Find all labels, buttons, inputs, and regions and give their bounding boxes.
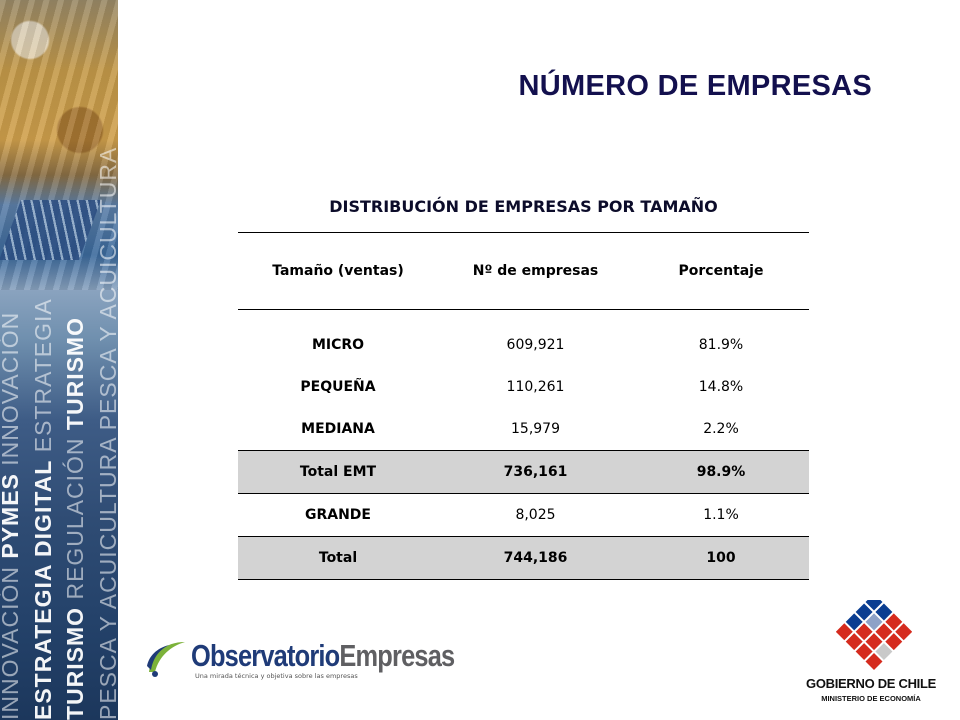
word-line-pesca: PESCA Y ACUICULTURA PESCA Y ACUICULTURA [94, 146, 118, 720]
gobierno-de-chile-logo: GOBIERNO DE CHILE MINISTERIO DE ECONOMÍA [806, 600, 936, 710]
cell-size: Total EMT [238, 450, 438, 494]
table-row-grande: GRANDE 8,025 1.1% [238, 494, 809, 537]
table-row-total-emt: Total EMT 736,161 98.9% [238, 450, 809, 494]
cell-count: 736,161 [438, 450, 633, 494]
table-row-pequena: PEQUEÑA 110,261 14.8% [238, 366, 809, 408]
page-title: NÚMERO DE EMPRESAS [518, 70, 872, 102]
table-header-row: Tamaño (ventas) Nº de empresas Porcentaj… [238, 232, 809, 310]
cell-percent: 98.9% [633, 450, 809, 494]
cell-size: PEQUEÑA [300, 379, 376, 395]
cell-count: 609,921 [506, 337, 565, 353]
left-decorative-strip: INNOVACIÓN PYMES INNOVACIÓN ESTRATEGIA D… [0, 0, 118, 720]
observatorio-wordmark: ObservatorioEmpresas [191, 638, 455, 673]
table-row-micro: MICRO 609,921 81.9% [238, 324, 809, 366]
cell-size: Total [238, 536, 438, 580]
swoosh-icon [147, 642, 185, 677]
observatorio-empresas-logo: ObservatorioEmpresas Una mirada técnica … [145, 632, 455, 684]
table-caption: DISTRIBUCIÓN DE EMPRESAS POR TAMAÑO [329, 197, 718, 216]
cell-percent: 81.9% [698, 337, 744, 353]
vertical-word-collage: INNOVACIÓN PYMES INNOVACIÓN ESTRATEGIA D… [0, 0, 118, 720]
word-line-innovacion: INNOVACIÓN PYMES INNOVACIÓN [0, 311, 23, 720]
word-line-turismo: TURISMO REGULACIÓN TURISMO [62, 317, 89, 720]
cell-size: MEDIANA [301, 421, 375, 437]
table-row-mediana: MEDIANA 15,979 2.2% [238, 408, 809, 451]
cell-count: 8,025 [515, 507, 556, 523]
cell-percent: 1.1% [703, 507, 739, 523]
cell-percent: 2.2% [703, 421, 739, 437]
cell-percent: 100 [633, 536, 809, 580]
observatorio-tagline: Una mirada técnica y objetiva sobre las … [195, 672, 358, 680]
cell-percent: 14.8% [698, 379, 744, 395]
cell-size: MICRO [311, 337, 365, 353]
company-size-table: DISTRIBUCIÓN DE EMPRESAS POR TAMAÑO Tama… [238, 190, 809, 580]
header-count: Nº de empresas [472, 263, 599, 279]
chile-star-icon [836, 600, 912, 670]
header-percent: Porcentaje [678, 263, 764, 279]
distribution-table: Tamaño (ventas) Nº de empresas Porcentaj… [238, 232, 809, 580]
gobierno-name: GOBIERNO DE CHILE [806, 676, 936, 691]
header-size: Tamaño (ventas) [272, 263, 404, 279]
cell-size: GRANDE [304, 507, 371, 523]
cell-count: 15,979 [511, 421, 560, 437]
ministerio-name: MINISTERIO DE ECONOMÍA [821, 694, 921, 703]
cell-count: 744,186 [438, 536, 633, 580]
cell-count: 110,261 [506, 379, 565, 395]
table-row-total: Total 744,186 100 [238, 536, 809, 580]
word-line-estrategia: ESTRATEGIA DIGITAL ESTRATEGIA [29, 298, 56, 720]
table-spacer [238, 310, 809, 325]
